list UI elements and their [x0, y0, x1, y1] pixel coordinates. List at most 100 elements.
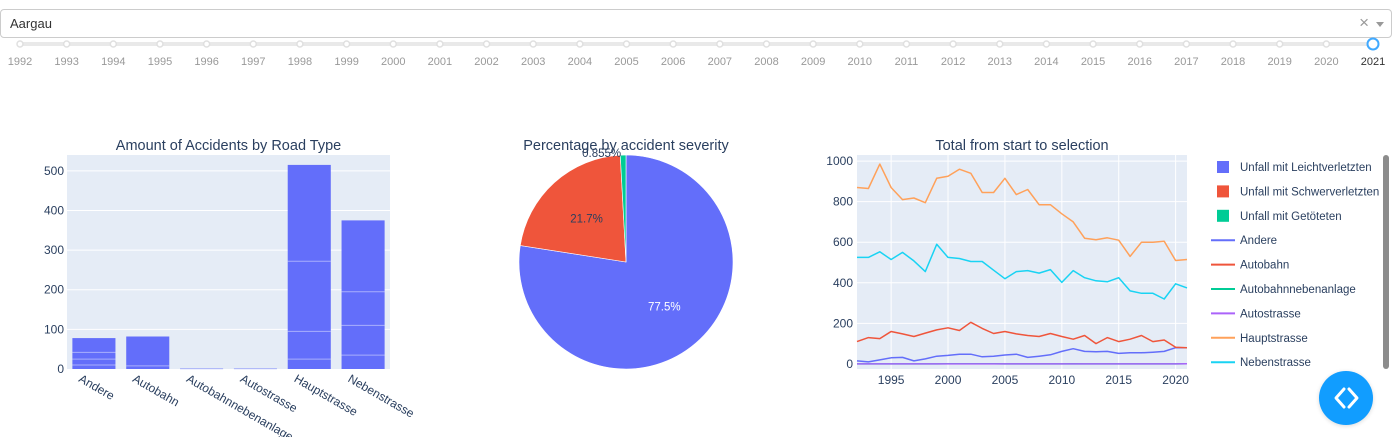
line-y-tick-label: 400 — [833, 276, 853, 290]
legend-item-label[interactable]: Andere — [1240, 235, 1277, 247]
slider-year-label[interactable]: 1996 — [194, 56, 218, 68]
line-x-tick-label: 1995 — [878, 373, 905, 387]
canton-dropdown[interactable]: Aargau × — [0, 9, 1392, 38]
bar-y-tick-label: 200 — [44, 283, 64, 297]
debug-code-button[interactable] — [1319, 371, 1373, 425]
slider-year-label[interactable]: 2003 — [521, 56, 545, 68]
slider-dot — [856, 40, 864, 48]
slider-dot — [902, 40, 911, 48]
bar-hauptstrasse — [287, 164, 331, 369]
slider-rail — [20, 42, 1373, 46]
slider-dot — [1229, 40, 1237, 48]
legend-item-label[interactable]: Nebenstrasse — [1240, 357, 1311, 369]
slider-year-label[interactable]: 2015 — [1081, 56, 1105, 68]
slider-dot — [762, 40, 771, 48]
line-chart-title: Total from start to selection — [935, 138, 1108, 154]
slider-year-label[interactable]: 2005 — [614, 56, 638, 68]
slider-year-label[interactable]: 2002 — [474, 56, 498, 68]
legend-item-label[interactable]: Autostrasse — [1240, 308, 1301, 320]
slider-dot — [202, 40, 211, 48]
bar-chart: 0 100 200 300 400 500 Amount of Accidents by R… — [44, 138, 417, 437]
pie-chart: Percentage by accident severity 77.5% 21.7… — [518, 138, 734, 370]
slider-year-label[interactable]: 2009 — [801, 56, 825, 68]
bar-x-tick-label: Andere — [76, 371, 117, 403]
pie-slice-2 — [519, 154, 627, 263]
slider-dot — [156, 40, 164, 48]
bar-autostrasse — [233, 368, 277, 370]
line-x-tick-label: 2010 — [1048, 373, 1075, 387]
slider-year-label[interactable]: 2012 — [941, 56, 965, 68]
slider-year-label[interactable]: 2010 — [848, 56, 872, 68]
slider-dot — [576, 40, 584, 48]
legend-swatch — [1217, 161, 1229, 173]
legend-swatch — [1217, 185, 1229, 198]
series-line-nebenstrasse — [857, 243, 1188, 300]
legend-item-label[interactable]: Unfall mit Leichtverletzten — [1240, 162, 1372, 174]
slider-dot — [949, 40, 957, 48]
legend-item-label[interactable]: Unfall mit Getöteten — [1240, 211, 1342, 223]
slider-year-label[interactable]: 2000 — [381, 56, 405, 68]
pie-label-schwer: 21.7% — [570, 213, 603, 225]
legend-item-label[interactable]: Hauptstrasse — [1240, 333, 1308, 345]
line-x-tick-label: 2015 — [1105, 373, 1132, 387]
slider-year-label[interactable]: 1994 — [101, 56, 125, 68]
slider-year-label[interactable]: 2011 — [895, 56, 919, 68]
slider-year-label[interactable]: 1995 — [148, 56, 172, 68]
slider-year-label[interactable]: 2007 — [708, 56, 732, 68]
slider-year-label[interactable]: 1997 — [241, 56, 265, 68]
line-x-tick-label: 2005 — [992, 373, 1019, 387]
series-line-hauptstrasse — [856, 163, 1188, 262]
slider-dot — [342, 40, 351, 48]
slider-dot — [1089, 40, 1097, 48]
clear-icon[interactable]: × — [1359, 13, 1369, 32]
slider-year-label[interactable]: 2006 — [661, 56, 685, 68]
slider-year-label[interactable]: 2017 — [1174, 56, 1198, 68]
bar-andere — [72, 338, 116, 369]
slider-dot — [716, 40, 724, 48]
pie-slice-1 — [518, 154, 734, 370]
slider-dot — [436, 40, 444, 48]
slider-year-label[interactable]: 2014 — [1034, 56, 1058, 68]
slider-year-label[interactable]: 2019 — [1267, 56, 1291, 68]
slider-year-label[interactable]: 1993 — [54, 56, 78, 68]
slider-year-label[interactable]: 2008 — [754, 56, 778, 68]
legend-item-label[interactable]: Unfall mit Schwerverletzten — [1240, 186, 1379, 198]
bar-autobahn — [126, 336, 170, 369]
slider-dot — [482, 40, 491, 48]
bar-y-tick-label: 100 — [44, 322, 64, 336]
slider-year-label[interactable]: 1992 — [8, 56, 32, 68]
line-y-tick-label: 200 — [833, 316, 853, 330]
line-chart-legend: Unfall mit Leichtverletzten Unfall mit Sc… — [1211, 161, 1379, 369]
slider-year-label[interactable]: 2021 — [1361, 56, 1385, 68]
slider-dot — [296, 40, 304, 48]
slider-dot — [249, 40, 258, 48]
chevron-down-icon[interactable] — [1376, 22, 1384, 27]
slider-dot — [1042, 40, 1051, 48]
slider-dot — [809, 40, 817, 48]
slider-dot — [16, 40, 24, 48]
slider-year-label[interactable]: 2018 — [1221, 56, 1245, 68]
pie-slice-3 — [619, 154, 627, 263]
line-plot-background — [857, 155, 1187, 369]
line-y-tick-label: 800 — [833, 195, 853, 209]
bar-y-tick-label: 300 — [44, 243, 64, 257]
series-line-andere — [856, 346, 1187, 363]
year-slider[interactable]: 1992 1993 1994 1995 1996 1997 1998 1999 2000 2001… — [0, 36, 1400, 76]
bar-y-tick-label: 0 — [57, 362, 64, 376]
line-y-tick-label: 600 — [833, 235, 853, 249]
pie-label-getoetet: 0.855% — [582, 148, 621, 160]
slider-year-label[interactable]: 2013 — [988, 56, 1012, 68]
slider-year-label[interactable]: 1999 — [334, 56, 358, 68]
legend-item-label[interactable]: Autobahnnebenanlage — [1240, 284, 1356, 296]
slider-year-label[interactable]: 2001 — [428, 56, 452, 68]
slider-year-label[interactable]: 1998 — [288, 56, 312, 68]
legend-scrollbar[interactable] — [1383, 155, 1389, 369]
slider-dot — [669, 40, 677, 48]
pie-chart-title: Percentage by accident severity — [523, 138, 729, 154]
slider-year-label[interactable]: 2004 — [568, 56, 592, 68]
slider-handle[interactable] — [1366, 37, 1380, 51]
slider-year-label[interactable]: 2016 — [1127, 56, 1151, 68]
legend-item-label[interactable]: Autobahn — [1240, 260, 1289, 272]
slider-dot — [1275, 40, 1284, 48]
slider-year-label[interactable]: 2020 — [1314, 56, 1338, 68]
